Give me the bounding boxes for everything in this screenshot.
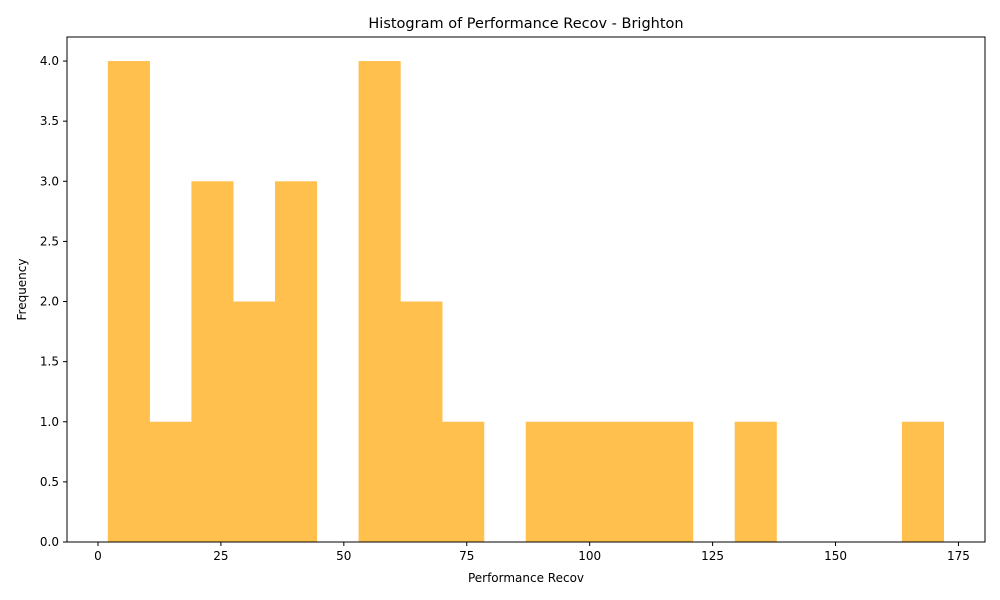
histogram-bar <box>191 181 234 543</box>
histogram-bar <box>651 421 694 542</box>
histogram-bar <box>525 421 568 542</box>
histogram-bar <box>400 301 443 542</box>
histogram-bar <box>442 421 485 542</box>
histogram-bar <box>901 421 944 542</box>
histogram-bar <box>567 421 610 542</box>
x-tick-label: 150 <box>824 549 847 563</box>
histogram-bar <box>734 421 777 542</box>
x-tick-label: 0 <box>94 549 102 563</box>
y-tick-label: 3.0 <box>40 174 59 188</box>
x-tick-label: 75 <box>459 549 474 563</box>
plot-frame <box>66 36 986 543</box>
histogram-bar <box>358 61 401 543</box>
x-tick-label: 50 <box>336 549 351 563</box>
x-tick-label: 25 <box>213 549 228 563</box>
chart-title: Histogram of Performance Recov - Brighto… <box>368 16 683 32</box>
y-axis-ticks: 0.0 0.5 1.0 1.5 2.0 2.5 3.0 3.5 4.0 <box>40 54 67 549</box>
histogram-bar <box>233 301 276 542</box>
y-tick-label: 2.5 <box>40 234 59 248</box>
x-axis-label: Performance Recov <box>468 571 584 585</box>
bars-group <box>107 61 944 543</box>
y-tick-label: 4.0 <box>40 54 59 68</box>
x-axis-ticks: 0 25 50 75 100 125 150 175 <box>94 542 970 563</box>
x-tick-label: 100 <box>578 549 601 563</box>
x-tick-label: 175 <box>947 549 970 563</box>
histogram-bar <box>609 421 652 542</box>
y-tick-label: 0.0 <box>40 535 59 549</box>
y-axis-label: Frequency <box>15 259 29 321</box>
y-tick-label: 0.5 <box>40 475 59 489</box>
x-tick-label: 125 <box>701 549 724 563</box>
y-tick-label: 1.0 <box>40 415 59 429</box>
histogram-bar <box>149 421 192 542</box>
y-tick-label: 1.5 <box>40 355 59 369</box>
y-tick-label: 2.0 <box>40 295 59 309</box>
histogram-bar <box>274 181 318 543</box>
y-tick-label: 3.5 <box>40 114 59 128</box>
histogram-bar <box>107 61 150 543</box>
